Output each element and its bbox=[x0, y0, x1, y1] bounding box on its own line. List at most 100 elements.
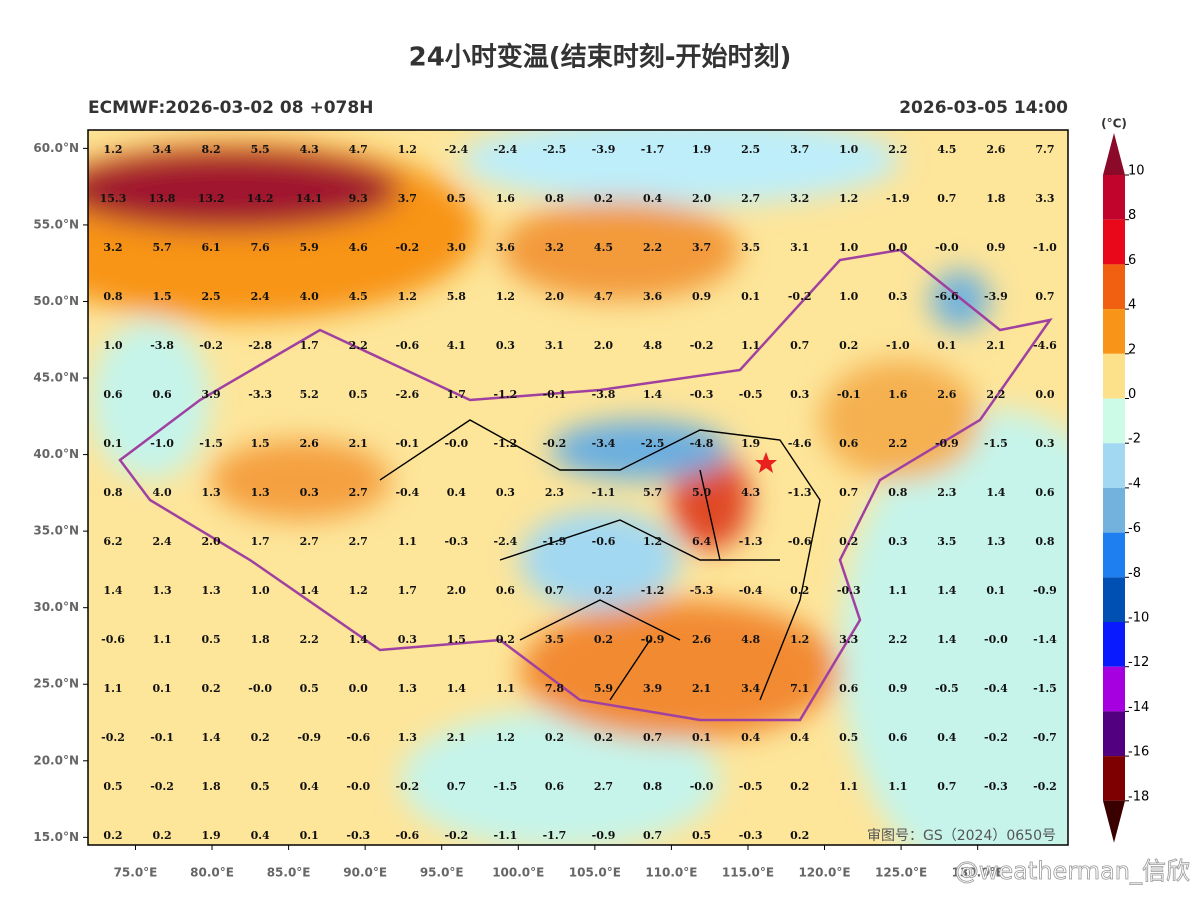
grid-value: -1.7 bbox=[543, 829, 567, 842]
grid-value: -1.0 bbox=[150, 437, 174, 450]
grid-value: 0.5 bbox=[839, 731, 858, 744]
colorbar-segment bbox=[1103, 175, 1125, 220]
colorbar-label: -4 bbox=[1128, 476, 1141, 491]
colorbar-label: 8 bbox=[1128, 208, 1136, 223]
grid-value: 0.1 bbox=[937, 339, 956, 352]
grid-value: -3.9 bbox=[592, 143, 616, 156]
grid-value: 1.4 bbox=[202, 731, 221, 744]
grid-value: 1.9 bbox=[741, 437, 760, 450]
grid-value: 3.9 bbox=[202, 388, 221, 401]
grid-value: 0.7 bbox=[790, 339, 809, 352]
grid-value: 0.7 bbox=[839, 486, 858, 499]
grid-value: -0.3 bbox=[346, 829, 370, 842]
grid-value: 1.4 bbox=[643, 388, 662, 401]
grid-value: 9.3 bbox=[349, 192, 368, 205]
colorbar-label: -10 bbox=[1128, 611, 1149, 626]
grid-value: 0.1 bbox=[986, 584, 1005, 597]
y-tick-label: 25.0°N bbox=[33, 677, 79, 691]
grid-value: 1.4 bbox=[103, 584, 122, 597]
grid-value: 1.6 bbox=[888, 388, 907, 401]
grid-value: 0.2 bbox=[790, 584, 809, 597]
grid-value: 1.1 bbox=[496, 682, 515, 695]
grid-value: -1.9 bbox=[886, 192, 910, 205]
grid-value: 4.3 bbox=[300, 143, 319, 156]
grid-value: 4.5 bbox=[349, 290, 368, 303]
grid-value: 0.1 bbox=[741, 290, 760, 303]
grid-value: -1.3 bbox=[788, 486, 812, 499]
grid-value: 2.0 bbox=[594, 339, 613, 352]
grid-value: -0.2 bbox=[199, 339, 223, 352]
x-tick-label: 90.0°E bbox=[343, 866, 387, 880]
grid-value: 0.3 bbox=[496, 486, 515, 499]
grid-value: 1.5 bbox=[447, 633, 466, 646]
grid-value: -3.3 bbox=[248, 388, 272, 401]
colorbar-segment bbox=[1103, 532, 1125, 578]
grid-value: 2.7 bbox=[300, 535, 319, 548]
grid-value: 7.6 bbox=[251, 241, 270, 254]
colorbar-label: 4 bbox=[1128, 298, 1136, 313]
grid-value: 1.7 bbox=[251, 535, 270, 548]
grid-value: -0.6 bbox=[101, 633, 125, 646]
grid-value: 0.8 bbox=[1035, 535, 1054, 548]
grid-value: 2.1 bbox=[349, 437, 368, 450]
grid-value: 0.1 bbox=[300, 829, 319, 842]
grid-value: 1.8 bbox=[202, 780, 221, 793]
colorbar-segment bbox=[1103, 487, 1125, 533]
grid-value: 1.9 bbox=[692, 143, 711, 156]
grid-value: 1.0 bbox=[103, 339, 122, 352]
grid-value: -4.6 bbox=[1033, 339, 1057, 352]
grid-value: -0.4 bbox=[395, 486, 419, 499]
x-tick-label: 100.0°E bbox=[492, 866, 544, 880]
grid-value: 2.4 bbox=[152, 535, 171, 548]
grid-value: 1.1 bbox=[152, 633, 171, 646]
y-tick-label: 30.0°N bbox=[33, 600, 79, 614]
grid-value: -2.4 bbox=[444, 143, 468, 156]
grid-value: 0.6 bbox=[103, 388, 122, 401]
grid-value: 2.2 bbox=[888, 633, 907, 646]
title: 24小时变温(结束时刻-开始时刻) bbox=[409, 42, 792, 73]
grid-value: -0.6 bbox=[788, 535, 812, 548]
grid-value: -0.2 bbox=[444, 829, 468, 842]
grid-value: 0.7 bbox=[643, 829, 662, 842]
colorbar-segment bbox=[1103, 756, 1125, 801]
subtitle-right: 2026-03-05 14:00 bbox=[899, 98, 1068, 118]
grid-value: -0.9 bbox=[935, 437, 959, 450]
colorbar-segment bbox=[1103, 443, 1125, 488]
grid-value: 3.1 bbox=[790, 241, 809, 254]
grid-value: 3.5 bbox=[937, 535, 956, 548]
grid-value: 0.4 bbox=[643, 192, 662, 205]
grid-value: -0.3 bbox=[690, 388, 714, 401]
grid-value: 0.6 bbox=[888, 731, 907, 744]
grid-value: 1.0 bbox=[839, 290, 858, 303]
grid-value: 1.4 bbox=[349, 633, 368, 646]
grid-value: -0.3 bbox=[984, 780, 1008, 793]
grid-value: 3.3 bbox=[1035, 192, 1054, 205]
grid-value: 0.6 bbox=[839, 682, 858, 695]
grid-value: 3.2 bbox=[545, 241, 564, 254]
grid-value: 0.5 bbox=[349, 388, 368, 401]
grid-value: 2.2 bbox=[888, 143, 907, 156]
grid-value: 0.7 bbox=[545, 584, 564, 597]
grid-value: 2.4 bbox=[251, 290, 270, 303]
grid-value: 2.2 bbox=[888, 437, 907, 450]
map-frame bbox=[87, 129, 1069, 846]
grid-value: -0.6 bbox=[395, 339, 419, 352]
grid-value: 0.8 bbox=[643, 780, 662, 793]
grid-value: 8.2 bbox=[202, 143, 221, 156]
grid-value: 4.7 bbox=[594, 290, 613, 303]
grid-value: -0.2 bbox=[395, 241, 419, 254]
grid-value: -0.3 bbox=[444, 535, 468, 548]
grid-value: 0.3 bbox=[790, 388, 809, 401]
grid-value: 3.5 bbox=[545, 633, 564, 646]
grid-value: 1.2 bbox=[643, 535, 662, 548]
grid-value: 2.5 bbox=[202, 290, 221, 303]
x-tick-label: 85.0°E bbox=[267, 866, 311, 880]
grid-value: 13.8 bbox=[149, 192, 176, 205]
grid-value: -0.2 bbox=[788, 290, 812, 303]
colorbar-label: -12 bbox=[1128, 655, 1149, 670]
grid-value: 0.2 bbox=[545, 731, 564, 744]
grid-value: -6.6 bbox=[935, 290, 959, 303]
grid-value: 1.1 bbox=[398, 535, 417, 548]
grid-value: 2.7 bbox=[349, 486, 368, 499]
grid-value: 2.2 bbox=[300, 633, 319, 646]
